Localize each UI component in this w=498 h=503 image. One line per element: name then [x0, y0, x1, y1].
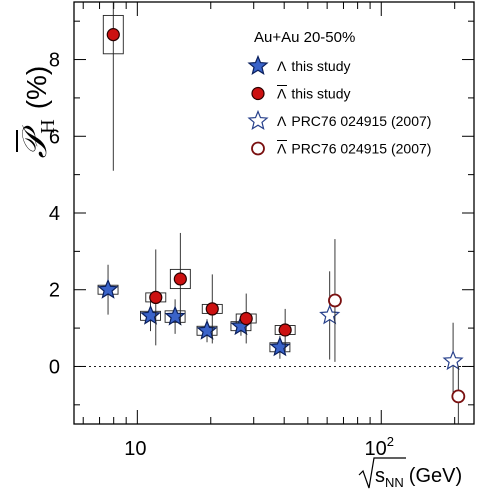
- x-tick-label: 10: [124, 438, 146, 460]
- legend-text: PRC76 024915 (2007): [291, 141, 431, 157]
- y-tick-label: 8: [49, 50, 60, 72]
- data-point: [106, 28, 120, 42]
- legend-symbol: Λ: [277, 58, 287, 74]
- series-3: [328, 239, 466, 424]
- legend-entry-3: Λ PRC76 024915 (2007): [251, 140, 431, 157]
- legend-symbol: Λ: [277, 86, 287, 102]
- data-point: [139, 304, 162, 325]
- legend-entry-2: Λ PRC76 024915 (2007): [247, 109, 431, 130]
- x-axis-label-text: sNN (GeV): [375, 465, 462, 490]
- legend-label: Λ PRC76 024915 (2007): [277, 113, 431, 129]
- legend-symbol: Λ: [277, 113, 287, 129]
- legend-marker: [247, 109, 269, 130]
- data-point: [239, 311, 253, 326]
- legend-label: Λ PRC76 024915 (2007): [277, 141, 431, 157]
- y-tick-label: 4: [49, 203, 60, 225]
- x-axis-label: sNN (GeV): [358, 457, 462, 490]
- legend-symbol: Λ: [277, 141, 287, 157]
- y-tick-label: 6: [49, 126, 60, 148]
- legend-marker: [247, 54, 269, 75]
- axis-ticks: 0 2 4 6 8 10 102: [49, 2, 474, 460]
- x-tick-exponent: 2: [387, 434, 394, 449]
- series-1: [102, 2, 296, 352]
- data-point: [149, 290, 163, 304]
- data-point: [328, 293, 342, 308]
- legend-marker: [251, 86, 265, 101]
- data-point: [164, 305, 186, 326]
- legend-text: this study: [291, 58, 350, 74]
- plot-frame: [73, 1, 475, 425]
- data-point: [269, 336, 291, 357]
- data-marks: [97, 2, 466, 424]
- systematic-box: [102, 14, 124, 55]
- series-0: [97, 264, 291, 359]
- legend-title: Au+Au 20-50%: [254, 29, 355, 46]
- data-point: [319, 304, 341, 325]
- data-point: [97, 278, 119, 299]
- data-point: [451, 389, 466, 404]
- series-2: [319, 271, 464, 400]
- x-axis-label-radical: [358, 457, 406, 489]
- x-tick-label: 102: [365, 434, 394, 460]
- y-axis-label-text: 𝒫H(%): [15, 66, 59, 159]
- y-tick-label: 0: [49, 356, 60, 378]
- data-point: [278, 323, 292, 337]
- data-point: [196, 319, 218, 340]
- legend-text: PRC76 024915 (2007): [291, 113, 431, 129]
- legend-text: this study: [291, 86, 350, 102]
- y-axis-label: 𝒫H(%): [15, 66, 59, 159]
- y-tick-label: 2: [49, 280, 60, 302]
- data-point: [173, 272, 187, 286]
- systematic-box: [169, 268, 191, 290]
- legend-marker: [251, 141, 265, 156]
- data-point: [442, 349, 464, 371]
- data-point: [205, 302, 219, 316]
